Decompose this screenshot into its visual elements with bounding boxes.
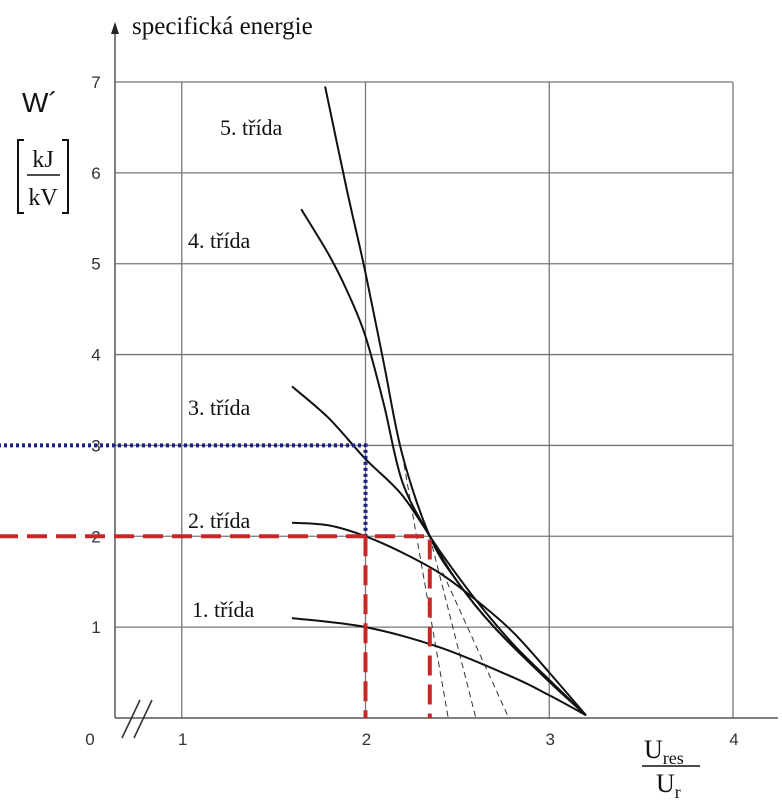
axis-break-icon <box>121 699 153 739</box>
series-label-3: 3. třída <box>188 395 251 420</box>
x-label-numerator: Ures <box>644 735 684 768</box>
y-tick-label: 6 <box>91 164 100 183</box>
y-axis-arrow-icon <box>111 22 119 34</box>
y-axis-unit: kJ kV <box>17 139 69 214</box>
series-curve-1 <box>291 617 587 717</box>
extrapolation-line <box>401 454 449 719</box>
series-label-1: 1. třída <box>192 597 255 622</box>
y-tick-label: 4 <box>91 346 100 365</box>
highlight-line <box>0 443 368 537</box>
right-bracket-icon <box>62 139 69 214</box>
series-label-4: 4. třída <box>188 228 251 253</box>
y-tick-label: 5 <box>91 255 100 274</box>
x-tick-label: 3 <box>546 730 555 749</box>
x-tick-label: 0 <box>85 730 94 749</box>
y-tick-label: 7 <box>91 73 100 92</box>
y-axis-symbol: W´ <box>22 87 58 118</box>
x-tick-label: 4 <box>729 730 738 749</box>
series-curve-2 <box>291 521 587 716</box>
chart-title: specifická energie <box>132 13 313 40</box>
extrapolation-line <box>442 572 510 719</box>
left-bracket-icon <box>17 139 24 214</box>
highlight-lines <box>0 443 432 718</box>
series-curves <box>291 86 587 717</box>
series-label-2: 2. třída <box>188 508 251 533</box>
series-labels: 1. třída 2. třída 3. třída 4. třída 5. třída <box>188 115 283 622</box>
series-curve-4 <box>300 208 587 717</box>
series-label-5: 5. třída <box>220 115 283 140</box>
extrapolation-line <box>429 536 477 719</box>
y-unit-numerator: kJ <box>32 147 53 173</box>
x-tick-label: 2 <box>362 730 371 749</box>
y-unit-denominator: kV <box>28 185 58 211</box>
axes <box>111 22 778 739</box>
y-tick-label: 1 <box>91 618 100 637</box>
x-tick-label: 1 <box>178 730 187 749</box>
x-axis-label: Ures Ur <box>642 735 700 800</box>
series-curve-3 <box>291 385 587 717</box>
x-label-denominator: Ur <box>656 769 681 800</box>
highlight-line <box>0 534 432 718</box>
series-curve-5 <box>324 86 587 717</box>
extrapolation-lines <box>401 454 510 719</box>
